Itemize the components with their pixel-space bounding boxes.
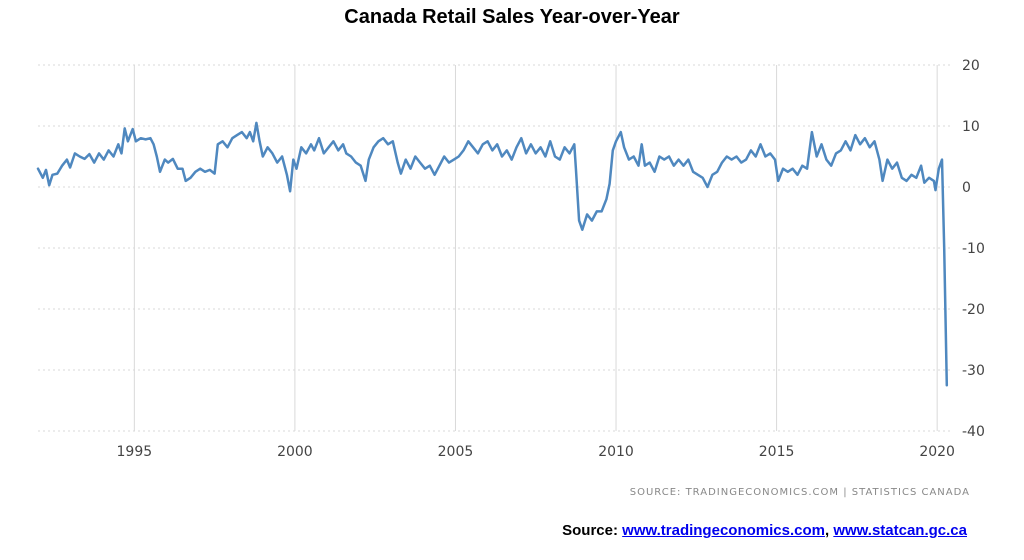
x-tick-label: 1995 [117, 444, 153, 460]
x-tick-label: 2000 [277, 444, 313, 460]
statcan-link[interactable]: www.statcan.gc.ca [833, 522, 967, 539]
y-tick-label: 0 [962, 180, 971, 196]
x-tick-label: 2010 [598, 444, 634, 460]
series-line [36, 121, 949, 387]
x-tick-label: 2015 [759, 444, 795, 460]
y-tick-label: 20 [962, 58, 980, 74]
x-tick-label: 2005 [438, 444, 474, 460]
y-tick-label: -40 [962, 424, 985, 440]
series-layer [36, 121, 949, 387]
source-attribution: SOURCE: TRADINGECONOMICS.COM | STATISTIC… [629, 487, 970, 498]
y-tick-label: -30 [962, 363, 985, 379]
footer-source: Source: www.tradingeconomics.com, www.st… [562, 522, 967, 539]
footer-separator: , [824, 522, 830, 539]
x-tick-label: 2020 [919, 444, 955, 460]
y-tick-label: 10 [962, 119, 980, 135]
footer-source-label: Source: [562, 522, 618, 539]
chart-title: Canada Retail Sales Year-over-Year [344, 6, 680, 28]
y-tick-label: -20 [962, 302, 985, 318]
y-tick-label: -10 [962, 241, 985, 257]
grid-layer [38, 64, 950, 432]
tradingeconomics-link[interactable]: www.tradingeconomics.com [622, 522, 825, 539]
